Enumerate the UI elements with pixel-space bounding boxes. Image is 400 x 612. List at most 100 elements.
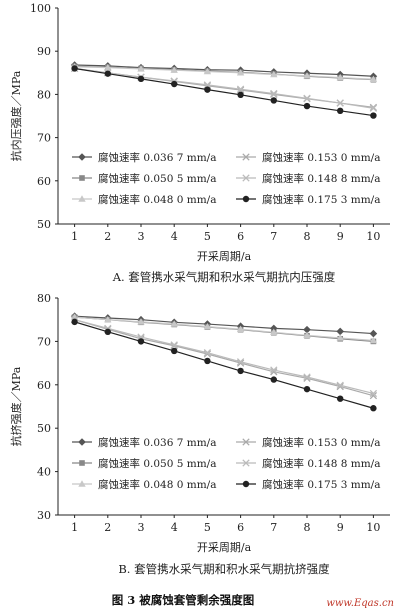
data-point bbox=[369, 104, 378, 112]
legend-marker-stroke-b bbox=[242, 174, 250, 182]
data-point bbox=[303, 72, 311, 79]
series-1 bbox=[70, 312, 378, 338]
legend-label: 腐蚀速率 0.148 8 mm/a bbox=[262, 172, 380, 185]
y-axis-title: 抗挤强度／MPa bbox=[9, 366, 23, 446]
data-point bbox=[104, 70, 112, 77]
chart-caption: B. 套管携水采气期和积水采气期抗挤强度 bbox=[118, 562, 330, 576]
x-tick-label: 2 bbox=[104, 521, 111, 534]
data-point bbox=[104, 328, 112, 336]
legend-marker bbox=[78, 153, 86, 161]
legend-label: 腐蚀速率 0.048 0 mm/a bbox=[98, 478, 216, 491]
data-point bbox=[137, 318, 145, 325]
y-tick-label: 70 bbox=[37, 335, 51, 348]
y-tick-label: 50 bbox=[37, 218, 51, 231]
data-point bbox=[370, 405, 377, 412]
data-point bbox=[270, 70, 278, 78]
data-point-stroke-b bbox=[236, 85, 245, 93]
x-tick-label: 2 bbox=[104, 230, 111, 243]
data-point bbox=[270, 376, 277, 383]
legend-item: 腐蚀速率 0.175 3 mm/a bbox=[236, 478, 380, 491]
data-point bbox=[337, 395, 344, 402]
x-tick-label: 3 bbox=[138, 521, 145, 534]
legend-marker bbox=[242, 195, 250, 203]
x-tick-label: 3 bbox=[138, 230, 145, 243]
legend-marker bbox=[242, 153, 250, 161]
data-point bbox=[137, 338, 145, 345]
legend-marker-stroke-b bbox=[242, 459, 250, 467]
data-point bbox=[336, 73, 344, 81]
legend-label: 腐蚀速率 0.153 0 mm/a bbox=[262, 151, 380, 164]
data-point bbox=[71, 65, 78, 72]
data-point bbox=[203, 349, 212, 357]
data-point bbox=[336, 327, 344, 336]
data-point-stroke-b bbox=[203, 349, 212, 357]
x-tick-label: 5 bbox=[204, 230, 211, 243]
data-point bbox=[203, 81, 212, 89]
legend-item: 腐蚀速率 0.153 0 mm/a bbox=[236, 151, 380, 164]
data-point bbox=[237, 91, 244, 99]
data-point bbox=[171, 347, 178, 355]
legend-item: 腐蚀速率 0.050 5 mm/a bbox=[72, 172, 216, 185]
data-point bbox=[270, 89, 278, 98]
data-point bbox=[336, 334, 344, 341]
data-point bbox=[104, 63, 112, 71]
legend-item: 腐蚀速率 0.048 0 mm/a bbox=[72, 193, 216, 206]
data-point bbox=[303, 385, 311, 393]
data-point bbox=[369, 336, 378, 344]
chart-a: 50 60 70 80 90 100 1 2 3 4 5 6 7 8 9 10 抗内压强度／MPa 腐蚀速率 0.… bbox=[9, 2, 390, 284]
legend-marker bbox=[79, 175, 85, 181]
data-point-stroke-b bbox=[303, 374, 311, 382]
data-point-stroke-b bbox=[336, 382, 344, 391]
x-tick-label: 9 bbox=[337, 521, 344, 534]
data-point bbox=[303, 331, 311, 339]
data-point-stroke-b bbox=[270, 89, 278, 98]
y-tick-label: 100 bbox=[30, 2, 51, 15]
x-tick-label: 10 bbox=[366, 521, 380, 534]
x-tick-label: 7 bbox=[270, 230, 277, 243]
data-point-stroke-b bbox=[303, 373, 311, 381]
x-tick-label: 7 bbox=[270, 521, 277, 534]
legend-label: 腐蚀速率 0.050 5 mm/a bbox=[98, 172, 216, 185]
y-tick-label: 70 bbox=[37, 132, 51, 145]
series-line bbox=[74, 315, 374, 335]
data-point bbox=[137, 65, 145, 72]
x-tick-label: 4 bbox=[171, 230, 178, 243]
legend-marker bbox=[78, 195, 86, 202]
data-point bbox=[369, 389, 378, 398]
legend-item: 腐蚀速率 0.048 0 mm/a bbox=[72, 478, 216, 491]
chart-b: 30 40 50 60 70 80 1 2 3 4 5 6 7 8 9 10 抗挤强度／MPa 腐蚀速率 0.03… bbox=[9, 292, 390, 576]
data-point bbox=[204, 357, 211, 365]
legend-item: 腐蚀速率 0.175 3 mm/a bbox=[236, 193, 380, 206]
data-point bbox=[204, 86, 211, 93]
series-line bbox=[74, 67, 374, 117]
y-tick-label: 80 bbox=[37, 292, 51, 305]
data-point bbox=[236, 358, 245, 366]
data-point-stroke-b bbox=[236, 359, 245, 367]
legend-item: 腐蚀速率 0.148 8 mm/a bbox=[236, 457, 380, 470]
data-point-stroke-b bbox=[336, 99, 344, 107]
legend-item: 腐蚀速率 0.153 0 mm/a bbox=[236, 436, 380, 449]
data-point bbox=[137, 75, 145, 83]
data-point-stroke-b bbox=[203, 350, 212, 358]
legend-marker bbox=[78, 438, 86, 446]
legend-item: 腐蚀速率 0.036 7 mm/a bbox=[72, 436, 216, 449]
legend-marker bbox=[242, 174, 250, 182]
legend-label: 腐蚀速率 0.148 8 mm/a bbox=[262, 457, 380, 470]
data-point-stroke-b bbox=[369, 391, 378, 400]
legend-label: 腐蚀速率 0.050 5 mm/a bbox=[98, 457, 216, 470]
data-point bbox=[170, 341, 178, 349]
data-point bbox=[170, 66, 178, 73]
data-point-stroke-b bbox=[270, 366, 278, 374]
data-point bbox=[336, 99, 344, 107]
series-line bbox=[74, 67, 374, 109]
data-point-stroke-b bbox=[170, 341, 178, 349]
data-point bbox=[303, 102, 311, 110]
x-tick-label: 8 bbox=[304, 521, 311, 534]
series-line bbox=[74, 321, 374, 409]
data-point bbox=[270, 328, 278, 335]
data-point bbox=[236, 69, 245, 76]
legend-marker-stroke-b bbox=[242, 153, 250, 161]
watermark: www.Eqas.cn bbox=[326, 598, 394, 609]
data-point-stroke-b bbox=[303, 94, 311, 102]
